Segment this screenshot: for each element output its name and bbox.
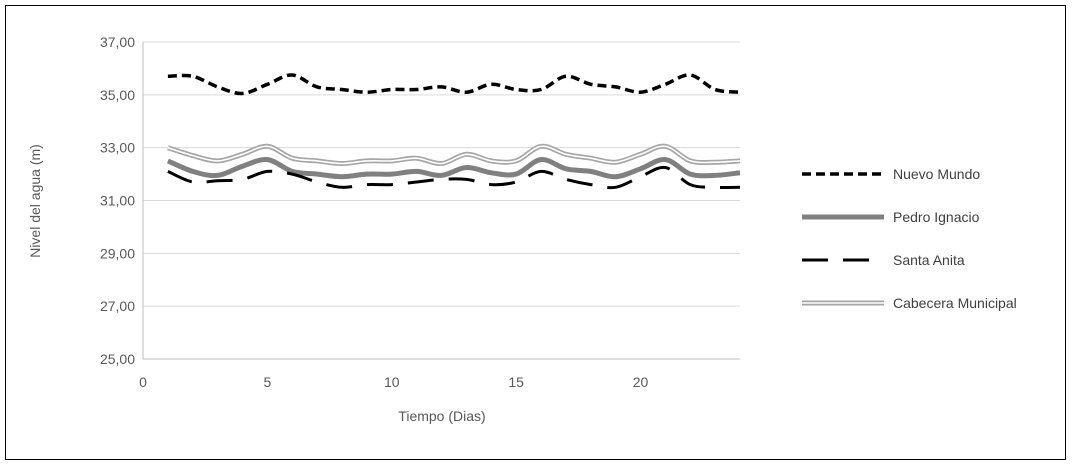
series-path <box>167 165 741 190</box>
legend-item: Cabecera Municipal <box>802 295 1017 311</box>
legend-label: Santa Anita <box>893 252 965 268</box>
x-tick-label: 20 <box>633 374 649 390</box>
legend-item: Pedro Ignacio <box>802 209 980 225</box>
legend: Nuevo Mundo Pedro Ignacio Santa Anita Cabec… <box>802 166 1017 311</box>
chart-frame <box>5 5 1066 460</box>
series-layer <box>166 73 741 190</box>
y-tick-label: 37,00 <box>100 34 135 50</box>
y-tick-label: 25,00 <box>100 351 135 367</box>
y-tick-label: 31,00 <box>100 193 135 209</box>
legend-label: Cabecera Municipal <box>893 295 1017 311</box>
x-tick-label: 15 <box>508 374 524 390</box>
series-line-santa-anita <box>167 165 741 190</box>
series-path <box>167 73 741 96</box>
legend-item: Santa Anita <box>802 252 965 268</box>
y-tick-label: 27,00 <box>100 298 135 314</box>
series-line-nuevo-mundo <box>167 73 741 96</box>
x-tick-label: 10 <box>384 374 400 390</box>
legend-item: Nuevo Mundo <box>802 166 980 182</box>
x-tick-label: 5 <box>263 374 271 390</box>
x-tick-labels: 0 5 10 15 20 <box>139 374 648 390</box>
y-tick-labels: 25,00 27,00 29,00 31,00 33,00 35,00 37,00 <box>100 34 135 367</box>
series-line-cabecera-municipal <box>167 143 741 167</box>
x-axis-title: Tiempo (Dias) <box>398 408 485 424</box>
y-tick-label: 35,00 <box>100 87 135 103</box>
y-tick-label: 29,00 <box>100 245 135 261</box>
y-tick-label: 33,00 <box>100 140 135 156</box>
y-axis-title: Nivel del agua (m) <box>27 144 43 258</box>
axes <box>142 42 740 360</box>
legend-label: Pedro Ignacio <box>893 209 980 225</box>
series-path <box>167 145 741 165</box>
series-line-pedro-ignacio <box>166 157 741 180</box>
x-tick-label: 0 <box>139 374 147 390</box>
legend-label: Nuevo Mundo <box>893 166 980 182</box>
series-path <box>166 157 741 180</box>
